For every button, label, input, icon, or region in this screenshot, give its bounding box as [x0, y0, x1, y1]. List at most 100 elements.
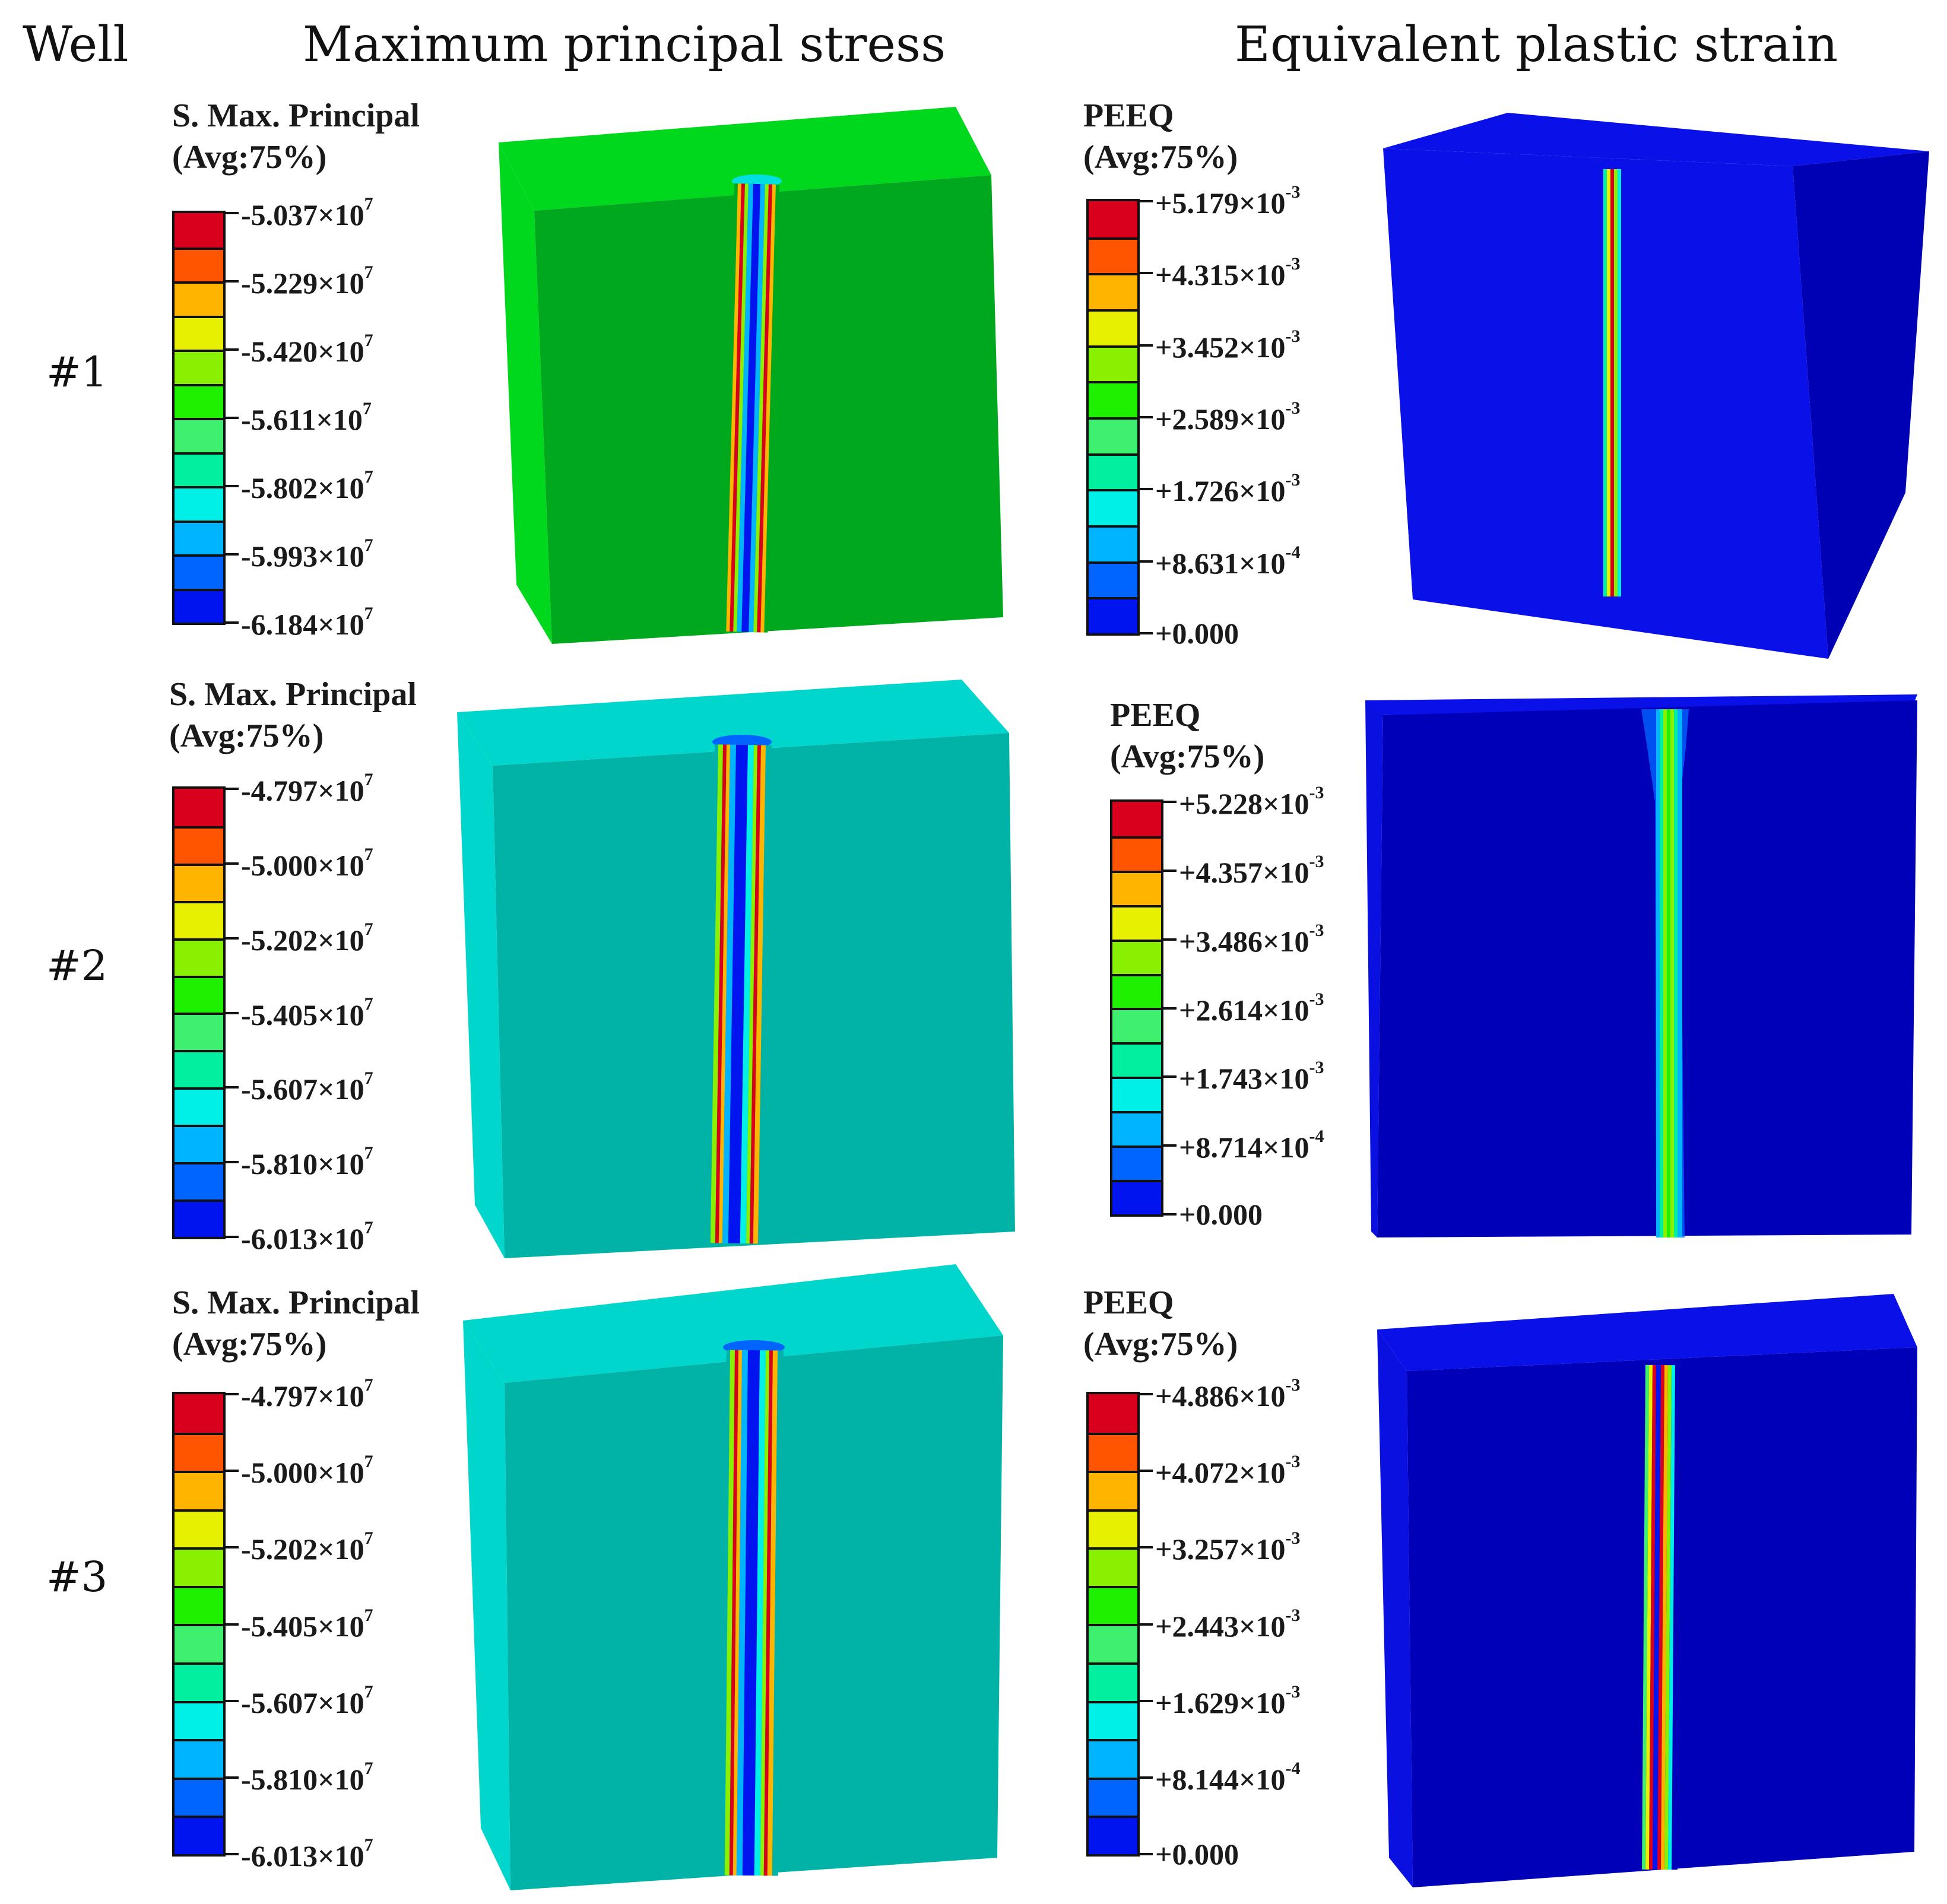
colorbar-tick-label: +8.714×10-4	[1179, 1126, 1324, 1164]
colorbar-tick-mark	[226, 1470, 239, 1473]
tick-exponent: -3	[1309, 920, 1324, 940]
colorbar-tick-mark	[1140, 416, 1153, 418]
wellbore-column	[706, 744, 772, 1244]
tick-mantissa: -5.611×10	[241, 403, 363, 436]
colorbar-swatch	[175, 213, 223, 247]
colorbar-swatch	[175, 975, 223, 1013]
colorbar-tick-mark	[1140, 1393, 1153, 1395]
tick-mantissa: +5.228×10	[1179, 787, 1309, 820]
colorbar-tick-label: +0.000	[1179, 1197, 1263, 1232]
colorbar-swatch	[175, 315, 223, 350]
colorbar-swatch	[175, 418, 223, 452]
stress-model-well-3	[463, 1264, 1003, 1890]
tick-exponent: 7	[364, 604, 373, 623]
colorbar-swatch	[1089, 201, 1137, 237]
model-side-face	[1377, 1329, 1413, 1887]
colorbar-tick-label: -5.000×107	[241, 1452, 373, 1490]
colorbar-swatch	[1089, 1777, 1137, 1816]
stress-legend-title-well-1: S. Max. Principal	[172, 97, 420, 134]
colorbar-swatch	[1089, 1624, 1137, 1663]
tick-exponent: 7	[364, 1218, 373, 1237]
colorbar-swatch	[175, 588, 223, 623]
stress-legend-title-well-3: S. Max. Principal	[172, 1284, 420, 1321]
stress-legend-colorbar-well-2	[172, 786, 226, 1239]
colorbar-tick-label: -5.420×107	[241, 331, 373, 369]
colorbar-tick-mark	[1140, 1853, 1153, 1855]
colorbar-swatch	[1089, 525, 1137, 561]
tick-mantissa: -5.607×10	[241, 1072, 364, 1106]
strain-model-well-3	[1377, 1294, 1917, 1887]
tick-mantissa: +8.714×10	[1179, 1131, 1309, 1164]
wellbore-column	[721, 1350, 784, 1876]
well-column-header: Well	[23, 17, 129, 73]
colorbar-tick-mark	[226, 348, 239, 351]
tick-mantissa: +3.452×10	[1155, 330, 1286, 364]
colorbar-tick-label: -5.810×107	[241, 1143, 373, 1181]
colorbar-tick-mark	[226, 1236, 239, 1238]
tick-exponent: 7	[364, 1452, 373, 1472]
colorbar-tick-label: +4.315×10-3	[1155, 254, 1300, 292]
colorbar-swatch	[1089, 237, 1137, 274]
colorbar-swatch	[1089, 1394, 1137, 1433]
colorbar-tick-label: -5.405×107	[241, 994, 373, 1032]
well-label-1: #1	[46, 348, 108, 396]
stress-legend-subtitle-well-2: (Avg:75%)	[169, 718, 324, 754]
tick-exponent: 7	[364, 919, 373, 939]
colorbar-swatch	[175, 1585, 223, 1624]
strain-legend-colorbar-well-1	[1086, 199, 1140, 636]
tick-exponent: 7	[362, 399, 372, 418]
tick-mantissa: +3.257×10	[1155, 1532, 1286, 1566]
colorbar-tick-label: +3.486×10-3	[1179, 921, 1324, 959]
colorbar-tick-mark	[1140, 632, 1153, 634]
colorbar-swatch	[1089, 1700, 1137, 1740]
colorbar-tick-label: +8.631×10-4	[1155, 542, 1300, 580]
strain-model-well-2	[1365, 694, 1917, 1237]
colorbar-tick-label: -5.037×107	[241, 194, 373, 232]
colorbar-tick-mark	[226, 862, 239, 865]
colorbar-tick-label: +8.144×10-4	[1155, 1759, 1300, 1797]
colorbar-swatch	[175, 900, 223, 938]
colorbar-tick-label: +1.629×10-3	[1155, 1682, 1300, 1720]
colorbar-tick-mark	[226, 788, 239, 790]
colorbar-tick-label: +5.179×10-3	[1155, 182, 1300, 220]
colorbar-tick-mark	[226, 1623, 239, 1626]
tick-mantissa: +4.315×10	[1155, 258, 1286, 292]
tick-mantissa: -4.797×10	[241, 1379, 364, 1413]
tick-mantissa: -5.810×10	[241, 1147, 364, 1181]
tick-mantissa: -5.993×10	[241, 540, 364, 573]
colorbar-tick-mark	[226, 621, 239, 624]
tick-exponent: -3	[1285, 1605, 1301, 1625]
tick-exponent: 7	[364, 1681, 373, 1702]
colorbar-swatch	[175, 1509, 223, 1548]
colorbar-swatch	[175, 1162, 223, 1199]
wellbore-column	[1599, 169, 1625, 596]
colorbar-swatch	[1112, 1008, 1161, 1043]
tick-exponent: -3	[1285, 1375, 1301, 1395]
colorbar-tick-label: -5.810×107	[241, 1759, 373, 1797]
well-label-2: #2	[46, 941, 108, 990]
colorbar-swatch	[1089, 1509, 1137, 1548]
tick-exponent: 7	[364, 1758, 373, 1778]
colorbar-swatch	[175, 1547, 223, 1586]
tick-mantissa: -5.405×10	[241, 1609, 364, 1643]
model-front-face	[1377, 700, 1917, 1237]
colorbar-swatch	[1089, 561, 1137, 598]
tick-exponent: -4	[1309, 1126, 1324, 1147]
colorbar-swatch	[1089, 597, 1137, 633]
tick-mantissa: +2.614×10	[1179, 993, 1309, 1027]
colorbar-tick-label: +3.257×10-3	[1155, 1528, 1300, 1566]
stress-column-header: Maximum principal stress	[303, 17, 946, 73]
colorbar-tick-label: +1.726×10-3	[1155, 470, 1300, 508]
tick-mantissa: +1.726×10	[1155, 474, 1286, 508]
colorbar-tick-label: -5.000×107	[241, 845, 373, 883]
tick-exponent: -3	[1309, 989, 1324, 1009]
colorbar-swatch	[1089, 1471, 1137, 1509]
colorbar-swatch	[1112, 1042, 1161, 1077]
colorbar-swatch	[175, 1471, 223, 1509]
colorbar-tick-mark	[1140, 200, 1153, 202]
stress-legend-subtitle-well-3: (Avg:75%)	[172, 1326, 327, 1363]
colorbar-swatch	[175, 1662, 223, 1701]
tick-mantissa: -5.810×10	[241, 1762, 364, 1796]
tick-mantissa: +2.443×10	[1155, 1609, 1286, 1643]
strain-column-header: Equivalent plastic strain	[1235, 17, 1838, 73]
